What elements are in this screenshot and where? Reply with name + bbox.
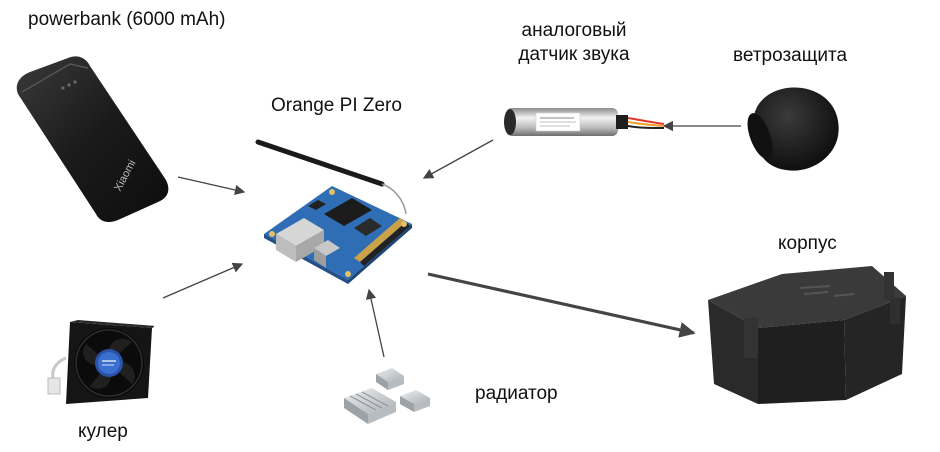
- orange-pi-board-icon: [255, 139, 412, 284]
- label-powerbank: powerbank (6000 mAh): [28, 9, 226, 30]
- windscreen-foam-icon: [747, 87, 839, 171]
- label-orange-pi-zero: Orange PI Zero: [271, 95, 402, 116]
- arrow-powerbank-to-board: [177, 176, 246, 196]
- label-sound-sensor: аналоговый датчик звука: [508, 19, 640, 67]
- enclosure-case-icon: [708, 266, 906, 404]
- label-windscreen: ветрозащита: [733, 45, 848, 66]
- sound-sensor-icon: [504, 108, 665, 136]
- label-sound-sensor-line2: датчик звука: [518, 44, 630, 65]
- arrow-board-to-case: [427, 272, 696, 338]
- label-case: корпус: [778, 233, 837, 254]
- label-sound-sensor-line1: аналоговый: [521, 20, 627, 41]
- radiator-heatsink-icon: [344, 368, 430, 424]
- arrow-sensor-to-board: [422, 139, 494, 179]
- label-cooler: кулер: [78, 421, 128, 442]
- label-radiator: радиатор: [475, 383, 558, 404]
- powerbank-icon: Xiaomi: [16, 56, 169, 222]
- arrow-radiator-to-board: [365, 288, 385, 358]
- cooler-fan-icon: [47, 320, 154, 404]
- arrow-cooler-to-board: [162, 262, 244, 299]
